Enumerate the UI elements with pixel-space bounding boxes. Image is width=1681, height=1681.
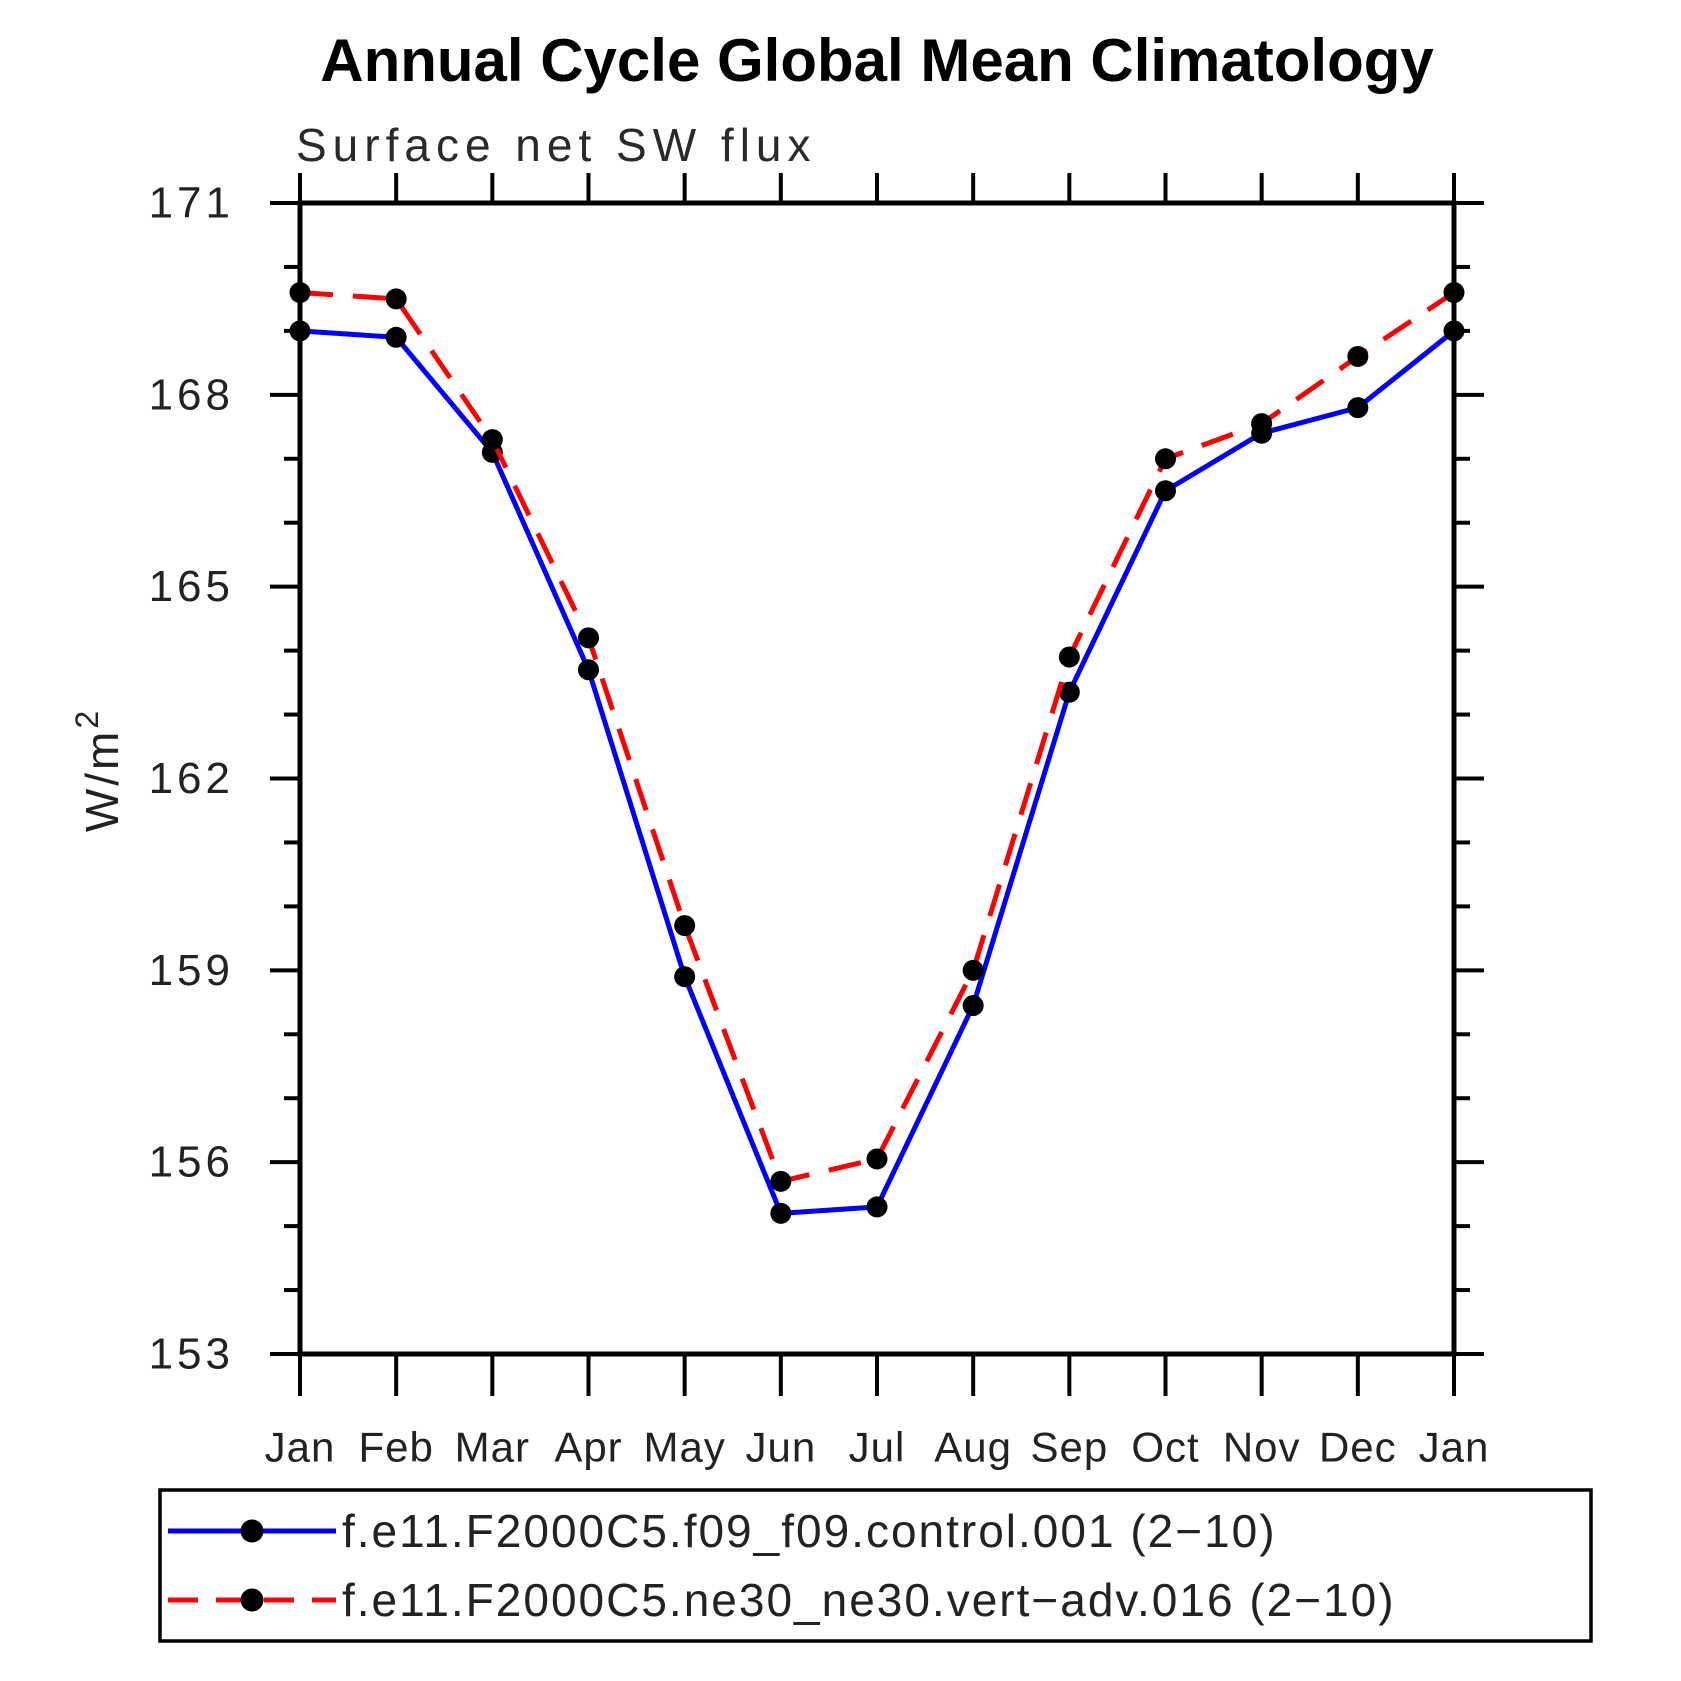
data-point-marker-s1 <box>1155 448 1176 470</box>
x-axis-month-label: Sep <box>1030 1424 1108 1471</box>
data-point-marker-s1 <box>1251 413 1273 435</box>
data-point-marker-s0 <box>962 995 984 1017</box>
data-point-marker-s0 <box>1347 397 1369 419</box>
plot-border <box>297 200 1457 1357</box>
data-point-marker-s0 <box>1443 320 1465 342</box>
x-axis-month-label: Jan <box>265 1424 336 1471</box>
data-point-marker-s1 <box>674 915 696 937</box>
y-axis-tick-label: 162 <box>149 754 234 803</box>
data-point-marker-s1 <box>289 282 311 304</box>
series-line-0 <box>299 328 1456 1216</box>
data-point-marker-s0 <box>770 1202 792 1224</box>
data-point-marker-s1 <box>578 627 599 649</box>
legend-entry-label-1: f.e11.F2000C5.ne30_ne30.vert−adv.016 (2−… <box>342 1574 1396 1626</box>
data-point-marker-s1 <box>1058 646 1080 668</box>
y-axis-tick-label: 165 <box>149 562 234 611</box>
y-axis-tick-label: 171 <box>149 179 234 228</box>
data-point-marker-s0 <box>385 326 407 348</box>
data-point-marker-s0 <box>1155 480 1176 502</box>
data-point-marker-s1 <box>481 429 503 451</box>
x-axis-month-label: Mar <box>455 1424 530 1471</box>
chart-title: Annual Cycle Global Mean Climatology <box>320 27 1434 94</box>
y-axis-tick-label: 156 <box>149 1138 234 1187</box>
data-point-marker-s0 <box>1058 681 1080 703</box>
x-axis-month-label: May <box>643 1424 725 1471</box>
y-axis-tick-label: 168 <box>149 370 234 419</box>
x-axis-month-label: Jun <box>745 1424 816 1471</box>
y-axis-tick-label: 153 <box>149 1330 234 1379</box>
x-axis-month-label: Apr <box>554 1424 622 1471</box>
data-point-marker-s0 <box>674 966 696 988</box>
data-point-marker-s0 <box>866 1196 888 1218</box>
legend-marker-0 <box>240 1519 264 1543</box>
x-axis-month-label: Aug <box>934 1424 1012 1471</box>
x-axis-month-label: Nov <box>1223 1424 1301 1471</box>
x-axis-month-label: Jan <box>1419 1424 1490 1471</box>
data-point-marker-s0 <box>289 320 311 342</box>
data-point-marker-s1 <box>770 1170 792 1192</box>
legend-marker-1 <box>240 1588 264 1612</box>
y-axis-tick-label: 159 <box>149 946 234 995</box>
data-point-marker-s1 <box>1347 345 1369 367</box>
chart-subtitle: Surface net SW flux <box>296 119 817 171</box>
x-axis-month-label: Feb <box>358 1424 433 1471</box>
legend-box <box>158 1488 1593 1643</box>
data-point-marker-s1 <box>385 288 407 310</box>
data-point-marker-s0 <box>578 659 599 681</box>
data-point-marker-s1 <box>866 1148 888 1170</box>
x-axis-month-label: Dec <box>1319 1424 1397 1471</box>
legend-entry-label-0: f.e11.F2000C5.f09_f09.control.001 (2−10) <box>342 1505 1277 1557</box>
data-point-marker-s1 <box>1443 282 1465 304</box>
y-axis-title: W/m2 <box>69 708 128 832</box>
x-axis-month-label: Jul <box>849 1424 906 1471</box>
x-axis-month-label: Oct <box>1131 1424 1199 1471</box>
data-point-marker-s1 <box>962 959 984 981</box>
